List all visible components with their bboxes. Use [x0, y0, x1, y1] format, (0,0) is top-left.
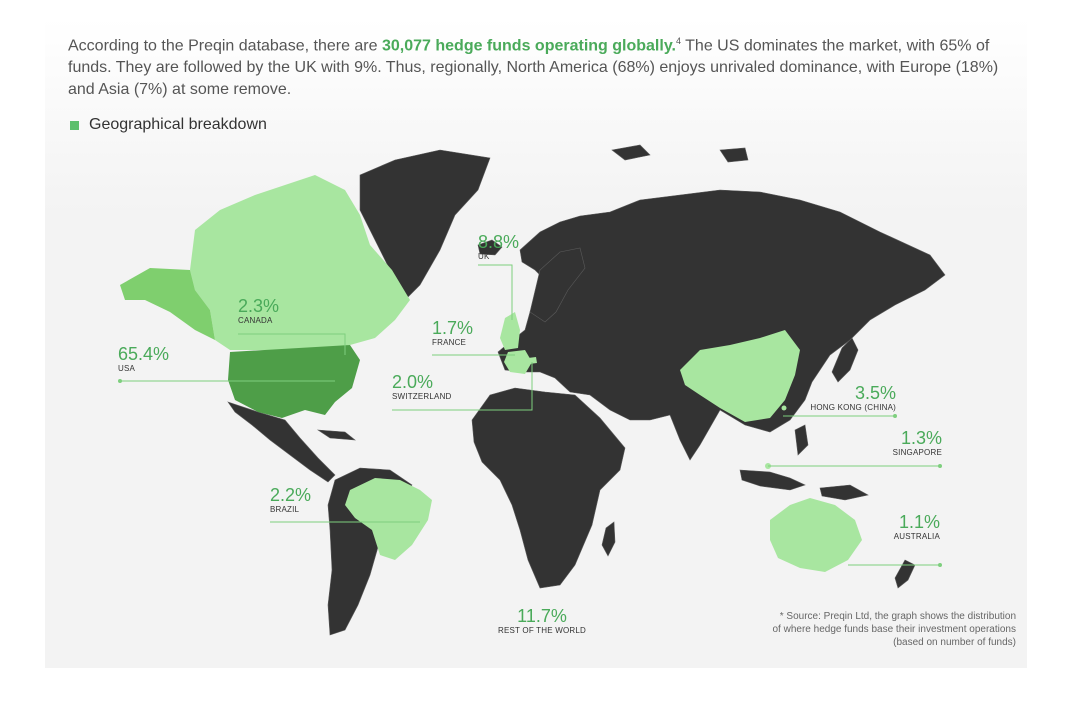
footnote-ref: 4: [675, 36, 681, 46]
iceland-shape: [477, 239, 503, 256]
svalbard-shape: [611, 144, 651, 161]
intro-part-1: According to the Preqin database, there …: [68, 37, 382, 55]
australia-shape: [770, 498, 862, 572]
source-line-1: * Source: Preqin Ltd, the graph shows th…: [779, 611, 1016, 622]
name-singapore: SINGAPORE: [892, 448, 942, 457]
name-canada: CANADA: [238, 316, 273, 325]
scandinavia-shape: [529, 247, 586, 323]
name-france: FRANCE: [432, 338, 467, 347]
new-guinea-shape: [819, 484, 869, 501]
cuba-shape: [316, 429, 356, 441]
leader-lines: [120, 264, 940, 566]
philippines-shape: [794, 424, 809, 456]
name-rest-of-world: REST OF THE WORLD: [497, 626, 586, 635]
greenland-shape: [359, 149, 491, 301]
name-brazil: BRAZIL: [270, 505, 300, 514]
dark-land: [227, 144, 946, 636]
name-uk: UK: [478, 252, 490, 261]
france-shape: [504, 350, 532, 374]
leader-uk: [478, 264, 513, 320]
leader-dot-singapore: [938, 464, 942, 468]
source-note: * Source: Preqin Ltd, the graph shows th…: [690, 610, 1017, 649]
alaska-shape: [120, 268, 215, 340]
leader-canada: [238, 333, 346, 355]
value-rest-of-world: 11.7%: [517, 606, 567, 626]
value-canada: 2.3%: [238, 296, 280, 316]
name-hong-kong: HONG KONG (CHINA): [810, 403, 896, 412]
japan-shape: [831, 337, 859, 383]
name-usa: USA: [118, 364, 136, 373]
label-brazil: 2.2% BRAZIL: [270, 485, 311, 515]
label-australia: 1.1% AUSTRALIA: [860, 512, 940, 542]
canada-shape: [190, 175, 410, 352]
legend: Geographical breakdown: [70, 116, 267, 134]
label-uk: 8.8% UK: [478, 232, 519, 262]
eurasia-shape: [497, 189, 946, 461]
source-line-2: of where hedge funds base their investme…: [772, 624, 1017, 635]
intro-text: According to the Preqin database, there …: [68, 30, 1028, 101]
legend-swatch: [70, 120, 79, 130]
value-switzerland: 2.0%: [392, 372, 434, 392]
legend-label: Geographical breakdown: [89, 116, 267, 133]
label-usa: 65.4% USA: [118, 344, 169, 374]
leader-switzerland: [392, 362, 533, 411]
indonesia-shape: [739, 469, 806, 491]
label-rest-of-world: 11.7% REST OF THE WORLD: [480, 606, 604, 636]
name-australia: AUSTRALIA: [893, 532, 940, 541]
leader-dot-usa: [118, 379, 122, 383]
leader-dot-australia: [938, 563, 942, 567]
label-france: 1.7% FRANCE: [432, 318, 473, 348]
brazil-shape: [345, 478, 432, 560]
mexico-shape: [227, 401, 336, 483]
label-hong-kong: 3.5% HONG KONG (CHINA): [790, 383, 896, 413]
intro-highlight: 30,077 hedge funds operating globally.: [381, 37, 676, 55]
arctic-islands-shape: [719, 147, 749, 163]
label-switzerland: 2.0% SWITZERLAND: [392, 372, 452, 402]
name-switzerland: SWITZERLAND: [392, 392, 452, 401]
value-singapore: 1.3%: [900, 428, 942, 448]
uk-shape: [500, 312, 520, 350]
switzerland-shape: [528, 357, 537, 364]
new-zealand-shape: [894, 559, 916, 589]
intro-part-2: The US dominates the market, with 65% of…: [68, 37, 999, 99]
source-line-3: (based on number of funds): [893, 637, 1016, 648]
value-france: 1.7%: [432, 318, 474, 338]
value-usa: 65.4%: [118, 344, 170, 364]
value-brazil: 2.2%: [270, 485, 312, 505]
hong-kong-dot: [781, 405, 787, 411]
value-uk: 8.8%: [478, 232, 520, 252]
value-hong-kong: 3.5%: [854, 383, 896, 403]
label-singapore: 1.3% SINGAPORE: [860, 428, 942, 458]
madagascar-shape: [601, 521, 616, 557]
leader-dots: [118, 379, 942, 567]
label-canada: 2.3% CANADA: [238, 296, 279, 326]
china-shape: [680, 330, 800, 422]
africa-shape: [471, 387, 626, 589]
value-australia: 1.1%: [898, 512, 940, 532]
leader-dot-hong-kong: [893, 414, 897, 418]
